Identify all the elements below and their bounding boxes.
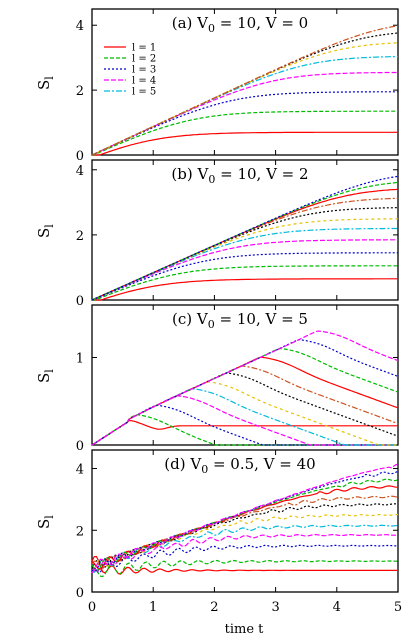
series-line-3: [91, 544, 398, 574]
series-line-4: [91, 239, 398, 301]
y-tick-label: 0: [76, 294, 84, 309]
series-line-12: [91, 463, 399, 574]
x-tick-label: 0: [88, 600, 96, 615]
chart-title: (a) V0 = 10, V = 0: [172, 14, 308, 35]
legend-entry: l = 4: [132, 76, 156, 87]
series-line-1: [91, 555, 398, 575]
series-line-10: [91, 181, 399, 301]
y-tick-label: 2: [76, 229, 84, 244]
x-tick-label: 5: [394, 600, 402, 615]
series-line-1: [92, 131, 398, 156]
y-tick-label: 0: [76, 149, 84, 164]
x-axis-label: time t: [225, 622, 265, 637]
series-line-7: [91, 503, 399, 570]
series-line-12: [91, 330, 399, 446]
y-axis-label: Sl: [35, 76, 56, 90]
x-tick-label: 1: [149, 600, 157, 615]
series-line-10: [91, 347, 399, 446]
series-line-5: [91, 227, 398, 301]
series-line-2: [91, 110, 398, 156]
series-line-6: [91, 218, 398, 301]
legend-entry: l = 5: [132, 87, 156, 98]
series-line-3: [91, 91, 398, 156]
y-tick-label: 0: [76, 439, 84, 454]
series-line-1: [91, 419, 398, 446]
chart-panel-2: 0 1 Sl (c) V0 = 10, V = 5: [35, 304, 399, 454]
chart-title: (c) V0 = 10, V = 5: [172, 310, 308, 331]
y-tick-label: 4: [76, 164, 84, 179]
legend-entry: l = 2: [132, 54, 156, 65]
y-tick-label: 2: [76, 84, 84, 99]
series-line-7: [91, 372, 399, 446]
chart-panel-3: 0 2 4 0 1 2 3 4 5 Sl (d) V0 = 0.5, V = 40: [35, 449, 402, 615]
y-axis-label: Sl: [35, 369, 56, 383]
series-line-4: [91, 395, 398, 446]
series-line-11: [91, 339, 399, 446]
series-line-9: [91, 356, 399, 446]
series-line-2: [92, 265, 398, 301]
plot-frame: [91, 8, 399, 156]
plot-frame: [91, 449, 399, 593]
series-line-10: [91, 478, 399, 572]
x-tick-label: 2: [210, 600, 218, 615]
y-tick-label: 2: [76, 524, 84, 539]
x-tick-label: 3: [271, 600, 279, 615]
plot-frame: [91, 159, 399, 301]
series-line-11: [91, 470, 399, 573]
series-line-8: [91, 365, 399, 446]
chart-title: (b) V0 = 10, V = 2: [171, 165, 308, 186]
series-line-5: [91, 524, 399, 574]
y-tick-label: 4: [76, 463, 84, 478]
legend-entry: l = 3: [132, 65, 156, 76]
chart-panel-1: 0 2 4 Sl (b) V0 = 10, V = 2: [35, 159, 399, 309]
chart-title: (d) V0 = 0.5, V = 40: [164, 455, 315, 476]
series-line-2: [91, 414, 398, 446]
series-line-8: [91, 495, 399, 569]
y-axis-label: Sl: [35, 515, 56, 529]
y-tick-label: 4: [76, 19, 84, 34]
series-line-5: [91, 388, 398, 446]
x-tick-label: 4: [333, 600, 341, 615]
series-line-6: [91, 513, 398, 574]
legend-entry: l = 1: [132, 43, 156, 54]
series-line-9: [91, 485, 398, 570]
series-line-3: [91, 252, 398, 301]
series-line-1: [92, 278, 398, 301]
series-line-7: [91, 207, 399, 301]
series-line-8: [91, 25, 399, 156]
y-tick-label: 1: [76, 352, 84, 367]
series-line-9: [91, 188, 399, 301]
y-tick-label: 0: [76, 586, 84, 601]
series-line-2: [91, 559, 399, 578]
y-axis-label: Sl: [35, 224, 56, 238]
